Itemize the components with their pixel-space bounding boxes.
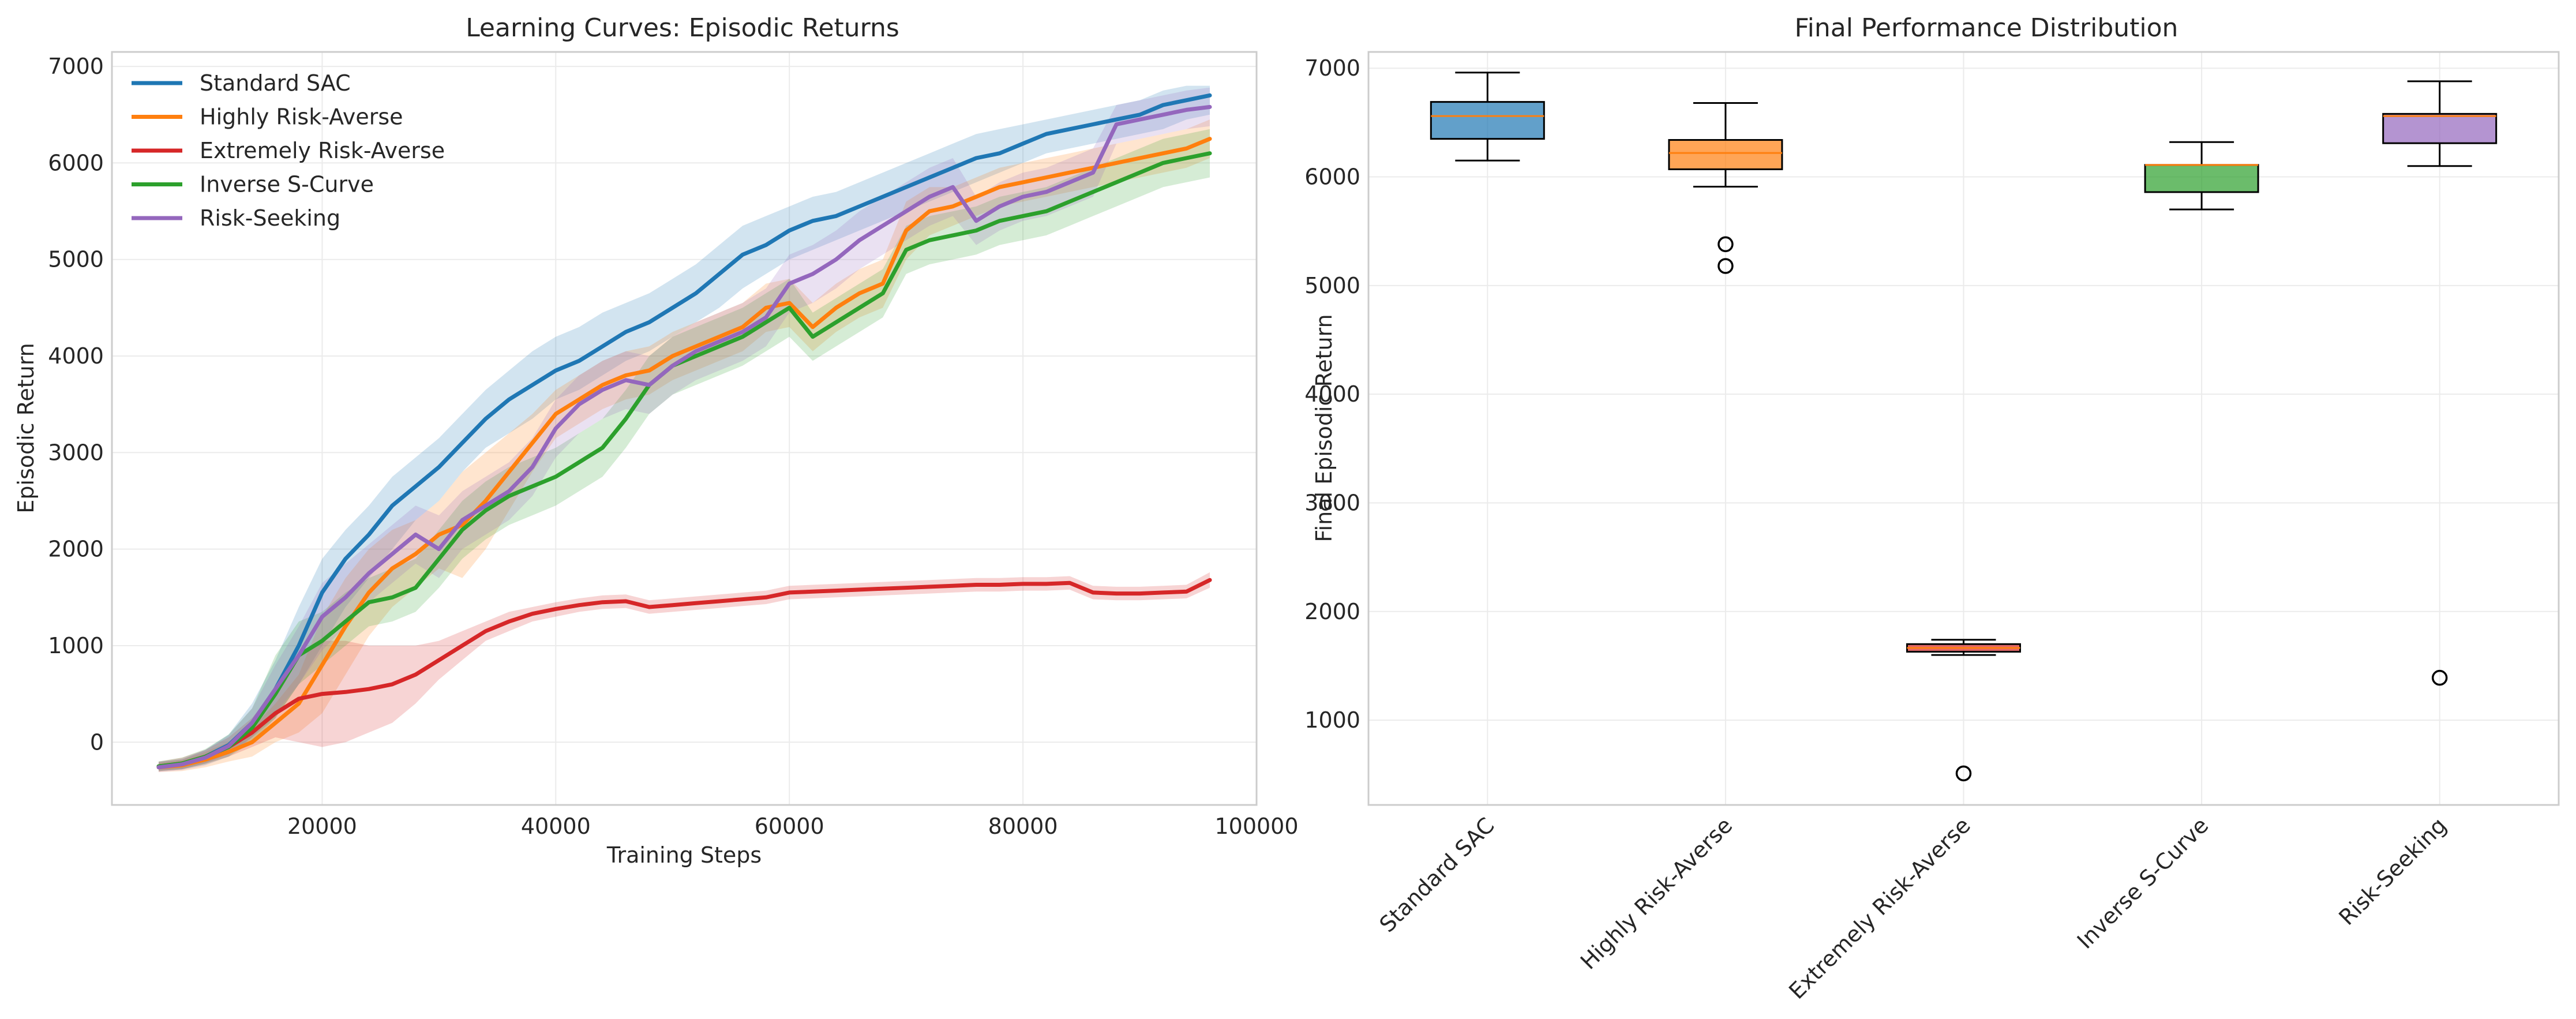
y-tick-label: 2000	[1304, 599, 1360, 624]
learning-curves-x-ticks: 20000 40000 60000 80000 100000	[287, 814, 1299, 839]
outlier-point	[1718, 236, 1734, 253]
learning-curves-panel: Learning Curves: Episodic Returns 20000 4…	[13, 13, 1299, 868]
y-tick-label: 0	[90, 729, 104, 755]
box-group	[2382, 80, 2498, 686]
legend-entry-label: Inverse S-Curve	[200, 172, 374, 197]
x-tick-label: 40000	[521, 814, 591, 839]
final-performance-plot-frame	[1367, 51, 2560, 806]
y-tick-label: 6000	[1304, 164, 1360, 190]
series-line	[156, 93, 1212, 769]
legend-entry-label: Highly Risk-Averse	[200, 104, 403, 130]
outlier-point	[2431, 669, 2448, 686]
y-tick-label: 3000	[48, 440, 104, 465]
legend-entry-label: Extremely Risk-Averse	[200, 138, 445, 163]
y-tick-label: 3000	[1304, 490, 1360, 515]
box-body	[2144, 164, 2259, 193]
outlier-point	[1955, 765, 1972, 782]
y-tick-label: 1000	[1304, 707, 1360, 733]
box-group	[2144, 141, 2259, 211]
box-group	[1668, 102, 1783, 274]
x-tick-label: 100000	[1214, 814, 1298, 839]
x-tick-label: 20000	[287, 814, 357, 839]
final-performance-y-ticks: 1000 2000 3000 4000 5000 6000 7000	[1304, 55, 1360, 733]
learning-curves-title: Learning Curves: Episodic Returns	[466, 13, 899, 43]
learning-curves-lines	[156, 93, 1212, 770]
legend-entry-label: Standard SAC	[200, 70, 351, 96]
box-group	[1906, 639, 2021, 782]
series-line	[156, 151, 1212, 769]
final-performance-title: Final Performance Distribution	[1795, 13, 2178, 43]
box-body	[1430, 101, 1545, 140]
learning-curves-y-ticks: 0 1000 2000 3000 4000 5000 6000 7000	[48, 54, 104, 755]
y-tick-label: 6000	[48, 150, 104, 175]
y-tick-label: 4000	[48, 343, 104, 369]
y-tick-label: 1000	[48, 633, 104, 658]
series-line	[156, 578, 1212, 769]
learning-curves-plot-frame	[111, 51, 1258, 806]
box-group	[1430, 72, 1545, 162]
legend-entry-label: Risk-Seeking	[200, 205, 340, 231]
series-line	[156, 137, 1212, 770]
learning-curves-y-axis-label: Episodic Return	[13, 343, 39, 513]
box-body	[1668, 139, 1783, 170]
box-body	[2382, 113, 2498, 144]
final-performance-boxes	[1430, 72, 2498, 782]
y-tick-label: 7000	[1304, 55, 1360, 81]
series-line	[156, 104, 1212, 770]
x-tick-label: 60000	[755, 814, 824, 839]
final-performance-y-axis-label: Final Episodic Return	[1311, 314, 1337, 542]
y-tick-label: 2000	[48, 537, 104, 562]
y-tick-label: 5000	[48, 247, 104, 272]
y-tick-label: 7000	[48, 54, 104, 79]
learning-curves-x-axis-label: Training Steps	[606, 842, 762, 868]
outlier-point	[1718, 258, 1734, 274]
learning-curves-legend: Standard SAC Highly Risk-Averse Extremely …	[132, 70, 445, 231]
y-tick-label: 4000	[1304, 381, 1360, 407]
y-tick-label: 5000	[1304, 273, 1360, 298]
final-performance-grid	[1368, 52, 2559, 805]
x-tick-label: 80000	[988, 814, 1058, 839]
